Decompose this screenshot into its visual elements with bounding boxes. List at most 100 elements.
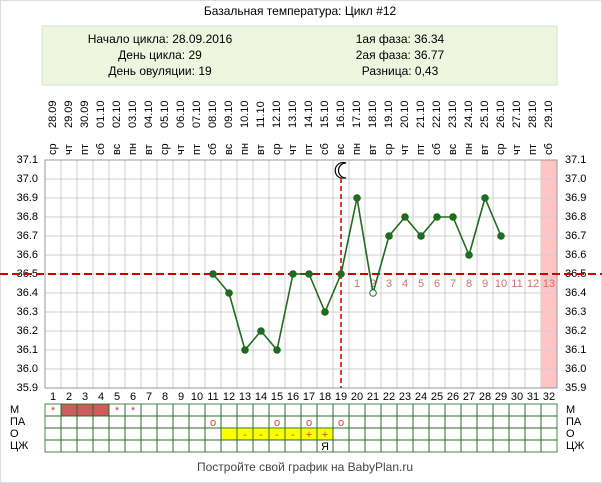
x-tick-label: 9 <box>178 391 184 403</box>
x-tick-label: 10 <box>191 391 203 403</box>
date-label: 06.10 <box>175 100 187 128</box>
y-tick-label: 36.0 <box>17 363 38 375</box>
luteal-day-label: 11 <box>511 278 522 290</box>
y-tick-label-right: 37.0 <box>565 173 586 185</box>
x-tick-label: 8 <box>162 391 168 403</box>
date-label: 19.10 <box>383 100 395 128</box>
weekday-label: ср <box>159 143 171 155</box>
luteal-day-label: 7 <box>450 278 456 290</box>
weekday-label: пт <box>191 144 203 155</box>
info-value: 29 <box>188 48 202 62</box>
weekday-label: чт <box>399 144 411 155</box>
row-cell-text: o <box>274 417 280 429</box>
date-label: 04.10 <box>143 100 155 128</box>
chart-title: Базальная температура: Цикл #12 <box>204 4 397 18</box>
row-label: ПА <box>10 416 26 428</box>
x-tick-label: 21 <box>367 391 379 403</box>
x-tick-label: 4 <box>98 391 104 403</box>
temperature-point <box>337 270 345 278</box>
x-tick-label: 24 <box>415 391 427 403</box>
row-cell-text: o <box>306 417 312 429</box>
info-label: День цикла: <box>118 48 185 62</box>
weekday-label: ср <box>495 143 507 155</box>
x-tick-label: 22 <box>383 391 395 403</box>
weekday-label: вт <box>479 144 491 155</box>
temperature-point-excluded <box>369 289 377 297</box>
weekday-label: вс <box>335 143 347 155</box>
x-tick-label: 20 <box>351 391 363 403</box>
y-tick-label: 36.6 <box>17 249 38 261</box>
luteal-day-label: 8 <box>466 278 472 290</box>
temperature-point <box>241 346 249 354</box>
y-tick-label: 36.1 <box>17 344 38 356</box>
y-tick-label-right: 36.8 <box>565 211 586 223</box>
row-cell-text: + <box>322 429 328 441</box>
x-tick-label: 11 <box>207 391 218 403</box>
info-label: День овуляции: <box>108 64 195 78</box>
date-label: 11.10 <box>255 101 267 128</box>
x-tick-label: 26 <box>447 391 459 403</box>
row-label: О <box>10 428 19 440</box>
info-value: 36.34 <box>414 32 444 46</box>
y-tick-label-right: 36.2 <box>565 325 586 337</box>
y-tick-label-right: 36.0 <box>565 363 586 375</box>
date-label: 15.10 <box>319 100 331 128</box>
info-line: 2ая фаза: 36.77 <box>356 48 445 62</box>
weekday-label: вт <box>367 144 379 155</box>
temperature-point <box>465 251 473 259</box>
y-tick-label: 36.9 <box>17 192 38 204</box>
row-cell-text: * <box>115 405 120 417</box>
row-cell-fill <box>221 428 237 440</box>
weekday-label: пн <box>239 143 251 155</box>
temperature-point <box>385 232 393 240</box>
info-line: День цикла: 29 <box>118 48 202 62</box>
x-tick-label: 13 <box>239 391 251 403</box>
x-tick-label: 17 <box>303 391 315 403</box>
weekday-label: пт <box>527 144 539 155</box>
temperature-point <box>353 194 361 202</box>
y-tick-label-right: 37.1 <box>565 154 586 166</box>
weekday-label: вс <box>447 143 459 155</box>
row-cell-text: - <box>275 429 279 441</box>
temperature-point <box>225 289 233 297</box>
date-label: 24.10 <box>463 100 475 128</box>
row-cell-text: * <box>51 405 56 417</box>
row-label: ЦЖ <box>10 440 28 452</box>
luteal-day-label: 10 <box>495 278 507 290</box>
row-cell-text: - <box>291 429 295 441</box>
date-label: 03.10 <box>127 100 139 128</box>
date-label: 14.10 <box>303 100 315 128</box>
weekday-label: пт <box>415 144 427 155</box>
info-label: Разница: <box>362 64 412 78</box>
date-label: 29.09 <box>63 100 75 128</box>
info-value: 28.09.2016 <box>172 32 232 46</box>
date-label: 12.10 <box>271 100 283 128</box>
row-cell-text: o <box>338 417 344 429</box>
temperature-point <box>481 194 489 202</box>
y-tick-label: 37.1 <box>17 154 38 166</box>
date-label: 27.10 <box>511 100 523 128</box>
luteal-day-label: 6 <box>434 278 440 290</box>
y-tick-label-right: 36.9 <box>565 192 586 204</box>
date-label: 18.10 <box>367 100 379 128</box>
temperature-point <box>497 232 505 240</box>
temperature-point <box>417 232 425 240</box>
weekday-label: чт <box>287 144 299 155</box>
y-tick-label-right: 36.1 <box>565 344 586 356</box>
date-label: 25.10 <box>479 100 491 128</box>
date-label: 16.10 <box>335 100 347 128</box>
weekday-label: пн <box>127 143 139 155</box>
luteal-day-label: 5 <box>418 278 424 290</box>
info-value: 36.77 <box>414 48 444 62</box>
row-cell-text: * <box>131 405 136 417</box>
date-label: 20.10 <box>399 100 411 128</box>
x-tick-label: 15 <box>271 391 283 403</box>
weekday-label: пт <box>79 144 91 155</box>
weekday-label: вт <box>143 144 155 155</box>
row-cell-text: Я <box>321 441 329 453</box>
luteal-day-label: 4 <box>402 278 408 290</box>
temperature-point <box>321 308 329 316</box>
date-label: 13.10 <box>287 100 299 128</box>
x-tick-label: 16 <box>287 391 299 403</box>
